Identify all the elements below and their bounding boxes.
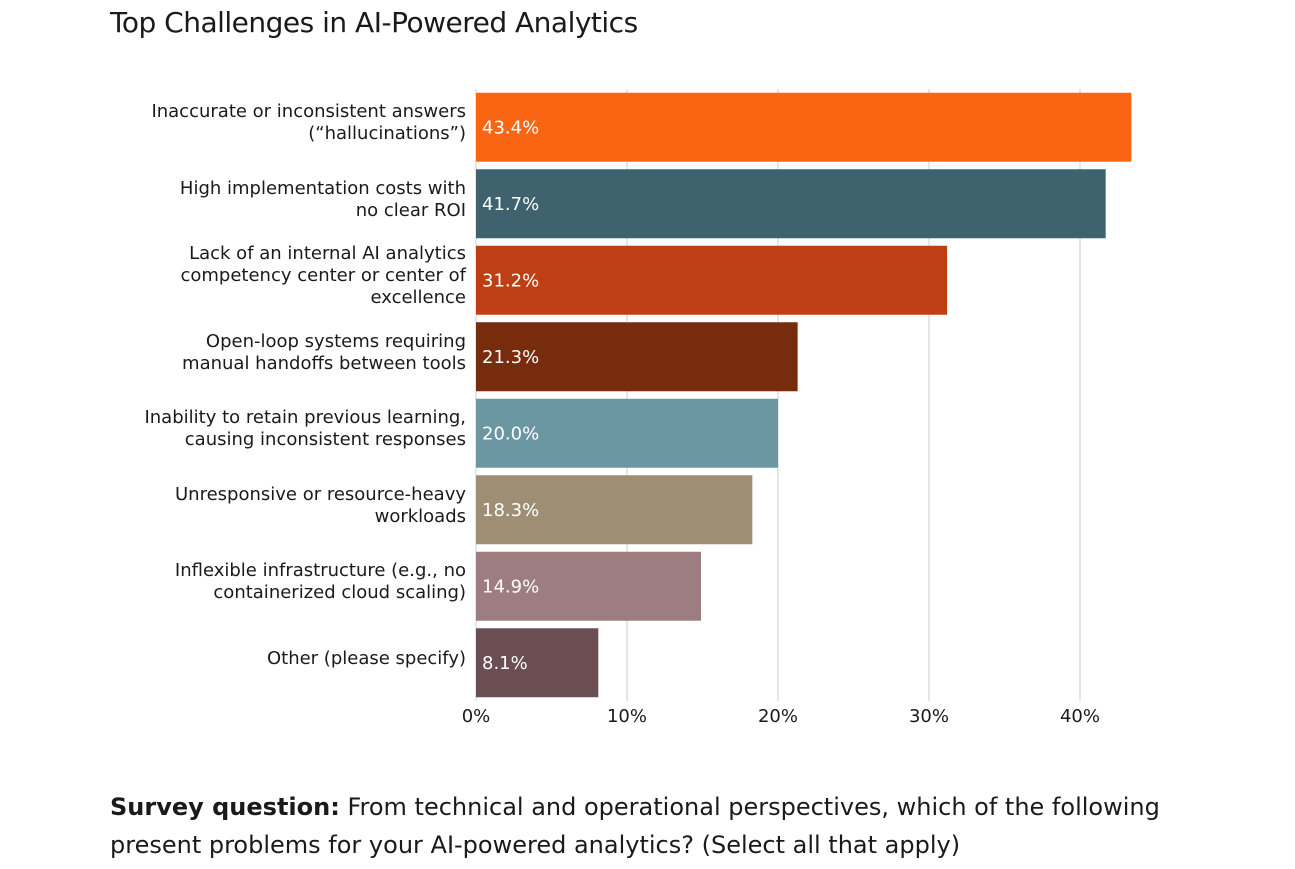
value-label: 31.2% bbox=[482, 270, 539, 291]
category-label: Lack of an internal AI analytics compete… bbox=[180, 243, 466, 309]
x-tick-label: 0% bbox=[462, 706, 491, 727]
category-label: High implementation costs with no clear … bbox=[179, 177, 466, 221]
value-label: 21.3% bbox=[482, 347, 539, 368]
note-label: Survey question: bbox=[110, 793, 340, 821]
x-tick-label: 20% bbox=[758, 706, 798, 727]
bar bbox=[476, 398, 778, 468]
bar bbox=[476, 169, 1106, 239]
category-label: Inability to retain previous learning, c… bbox=[144, 407, 466, 451]
value-label: 14.9% bbox=[482, 576, 539, 597]
bar bbox=[476, 92, 1132, 162]
x-tick-label: 10% bbox=[607, 706, 647, 727]
category-label: Open-loop systems requiring manual hando… bbox=[182, 330, 466, 374]
category-label: Inflexible infrastructure (e.g., no cont… bbox=[174, 560, 466, 604]
note-text: From technical and operational perspecti… bbox=[110, 793, 1160, 859]
x-tick-label: 30% bbox=[909, 706, 949, 727]
bar bbox=[476, 551, 701, 621]
bar bbox=[476, 475, 753, 545]
category-label: Inaccurate or inconsistent answers (“hal… bbox=[151, 101, 466, 145]
bar bbox=[476, 322, 798, 392]
value-label: 8.1% bbox=[482, 653, 528, 674]
bar bbox=[476, 628, 599, 698]
value-label: 18.3% bbox=[482, 500, 539, 521]
category-label: Other (please specify) bbox=[266, 647, 466, 669]
category-label: Unresponsive or resource-heavy workloads bbox=[174, 483, 466, 527]
survey-note: Survey question: From technical and oper… bbox=[110, 788, 1170, 864]
value-label: 43.4% bbox=[482, 117, 539, 138]
value-label: 41.7% bbox=[482, 194, 539, 215]
value-label: 20.0% bbox=[482, 423, 539, 444]
chart-title: Top Challenges in AI-Powered Analytics bbox=[110, 6, 638, 39]
bar bbox=[476, 245, 948, 315]
x-tick-label: 40% bbox=[1060, 706, 1100, 727]
